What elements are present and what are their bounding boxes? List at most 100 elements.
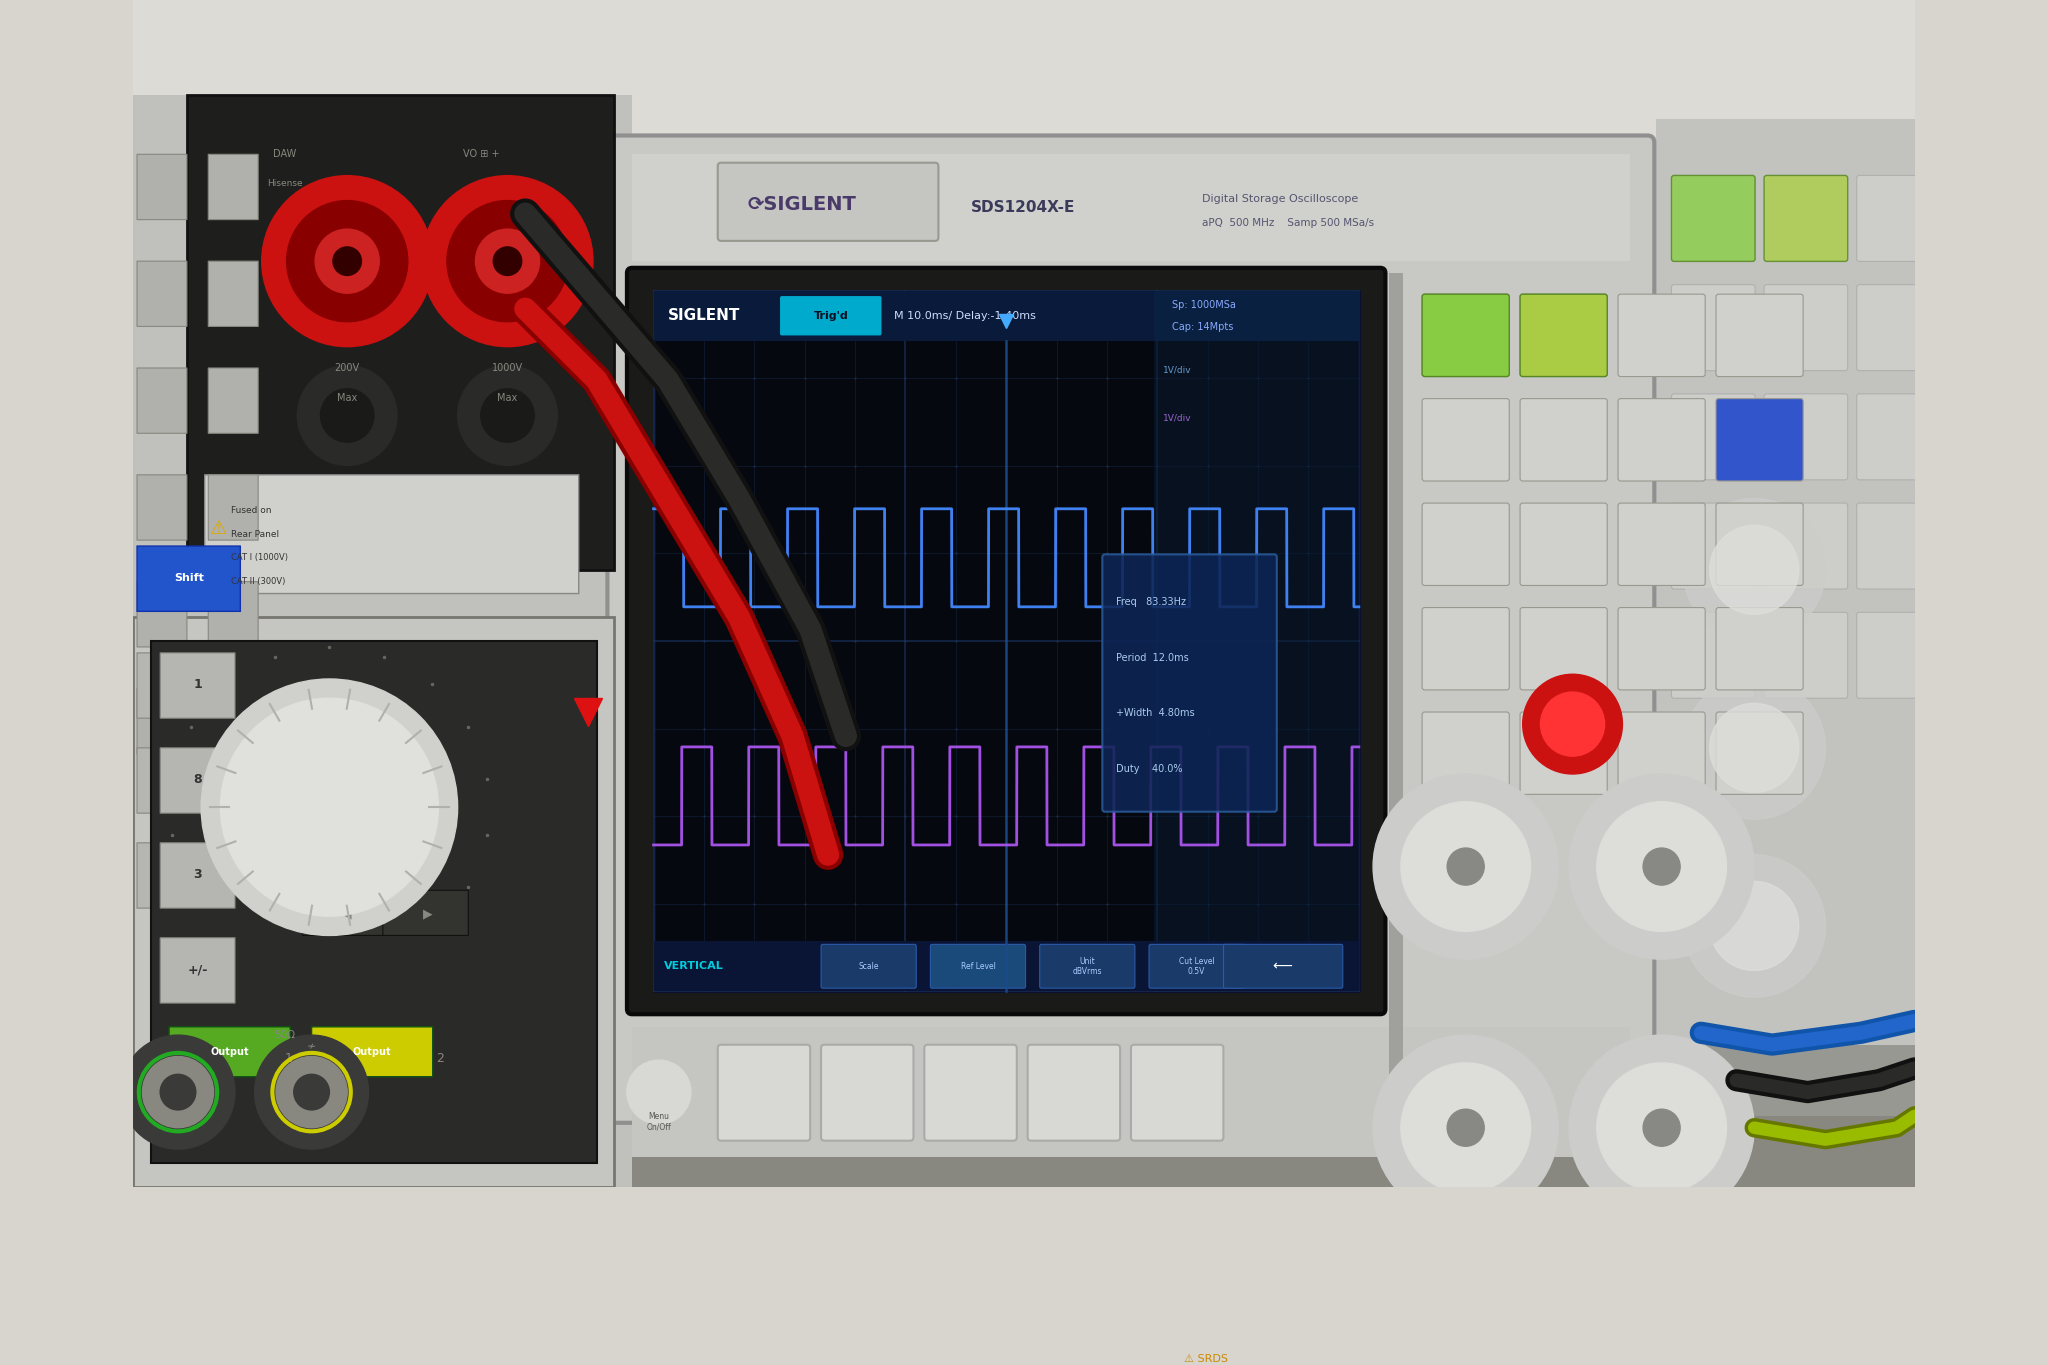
Circle shape — [1710, 703, 1798, 793]
FancyBboxPatch shape — [1618, 399, 1706, 480]
Text: ◀: ◀ — [342, 908, 352, 920]
Circle shape — [1569, 774, 1755, 960]
FancyBboxPatch shape — [924, 1044, 1016, 1141]
Circle shape — [481, 389, 535, 442]
Circle shape — [160, 1074, 197, 1110]
Bar — [186, 96, 614, 569]
Bar — [133, 966, 1915, 991]
FancyBboxPatch shape — [1716, 607, 1802, 689]
FancyBboxPatch shape — [160, 842, 236, 908]
Bar — [133, 1115, 1915, 1188]
FancyBboxPatch shape — [137, 475, 186, 541]
Bar — [133, 1089, 1915, 1114]
Circle shape — [1386, 1279, 1464, 1357]
FancyBboxPatch shape — [137, 369, 186, 433]
FancyBboxPatch shape — [160, 652, 236, 718]
Text: SIGLENT: SIGLENT — [668, 308, 739, 324]
Bar — [133, 893, 1915, 917]
Text: Freq   83.33Hz: Freq 83.33Hz — [1116, 598, 1186, 607]
Bar — [133, 696, 1915, 721]
Circle shape — [1642, 848, 1679, 885]
FancyBboxPatch shape — [1520, 504, 1608, 586]
Text: Sp: 1000MSa: Sp: 1000MSa — [1171, 300, 1235, 310]
Bar — [133, 1016, 1915, 1040]
Bar — [133, 991, 1915, 1016]
Bar — [133, 475, 1915, 500]
FancyBboxPatch shape — [209, 475, 258, 541]
FancyBboxPatch shape — [1763, 394, 1847, 480]
FancyBboxPatch shape — [930, 945, 1026, 988]
FancyBboxPatch shape — [1858, 613, 1939, 699]
Text: Fused on: Fused on — [231, 506, 272, 515]
FancyBboxPatch shape — [1618, 295, 1706, 377]
FancyBboxPatch shape — [303, 890, 389, 935]
FancyBboxPatch shape — [209, 261, 258, 326]
FancyBboxPatch shape — [137, 652, 240, 718]
Circle shape — [1573, 1279, 1651, 1357]
Bar — [133, 1163, 1915, 1188]
Text: 1000V: 1000V — [492, 363, 522, 373]
FancyBboxPatch shape — [608, 135, 1655, 1123]
FancyBboxPatch shape — [1763, 285, 1847, 371]
Text: ⚠: ⚠ — [211, 519, 227, 538]
Text: CAT I (1000V): CAT I (1000V) — [231, 553, 289, 562]
FancyBboxPatch shape — [1102, 554, 1276, 812]
Circle shape — [1540, 692, 1606, 756]
Circle shape — [1710, 526, 1798, 614]
FancyBboxPatch shape — [137, 581, 186, 647]
Circle shape — [627, 1061, 690, 1125]
FancyBboxPatch shape — [1618, 713, 1706, 794]
FancyBboxPatch shape — [1671, 176, 1755, 261]
FancyBboxPatch shape — [1671, 504, 1755, 590]
FancyBboxPatch shape — [160, 748, 236, 814]
Bar — [133, 942, 1915, 966]
FancyBboxPatch shape — [160, 938, 236, 1003]
Circle shape — [254, 1035, 369, 1149]
Bar — [133, 647, 1915, 672]
FancyBboxPatch shape — [717, 1044, 811, 1141]
FancyBboxPatch shape — [209, 688, 258, 753]
FancyBboxPatch shape — [205, 475, 580, 594]
FancyBboxPatch shape — [627, 268, 1384, 1014]
FancyBboxPatch shape — [1858, 176, 1939, 261]
Circle shape — [1690, 1306, 1712, 1328]
Bar — [1153, 341, 1358, 991]
Bar — [133, 1040, 1915, 1065]
FancyBboxPatch shape — [1421, 607, 1509, 689]
Circle shape — [334, 247, 360, 276]
Bar — [133, 819, 1915, 844]
Circle shape — [221, 699, 438, 916]
Circle shape — [1597, 801, 1726, 931]
Text: 1V/div: 1V/div — [1163, 414, 1192, 422]
Bar — [133, 1044, 1915, 1115]
FancyBboxPatch shape — [780, 296, 881, 336]
FancyBboxPatch shape — [1671, 176, 1755, 261]
FancyBboxPatch shape — [1520, 295, 1608, 377]
FancyBboxPatch shape — [1520, 295, 1608, 377]
FancyBboxPatch shape — [1130, 1044, 1223, 1141]
FancyBboxPatch shape — [209, 369, 258, 433]
Text: -: - — [186, 870, 190, 880]
Bar — [133, 745, 1915, 770]
Circle shape — [262, 176, 432, 347]
FancyBboxPatch shape — [1149, 945, 1245, 988]
Text: SDS1204X-E: SDS1204X-E — [971, 201, 1075, 216]
Text: Max: Max — [498, 393, 518, 403]
Text: Digital Storage Oscilloscope: Digital Storage Oscilloscope — [1202, 194, 1358, 205]
FancyBboxPatch shape — [995, 1357, 1087, 1365]
Bar — [133, 617, 614, 1188]
FancyBboxPatch shape — [1950, 285, 2034, 371]
Circle shape — [1642, 1110, 1679, 1147]
Text: +/-: +/- — [188, 964, 207, 976]
FancyBboxPatch shape — [137, 748, 240, 814]
FancyBboxPatch shape — [1858, 504, 1939, 590]
FancyBboxPatch shape — [717, 162, 938, 240]
Circle shape — [1524, 674, 1622, 774]
Text: Trig'd: Trig'd — [813, 311, 848, 321]
FancyBboxPatch shape — [1028, 1044, 1120, 1141]
Text: 1: 1 — [193, 678, 203, 692]
Circle shape — [1597, 1063, 1726, 1193]
Text: DAW: DAW — [272, 149, 297, 160]
Circle shape — [1710, 882, 1798, 971]
FancyBboxPatch shape — [1950, 285, 2034, 371]
